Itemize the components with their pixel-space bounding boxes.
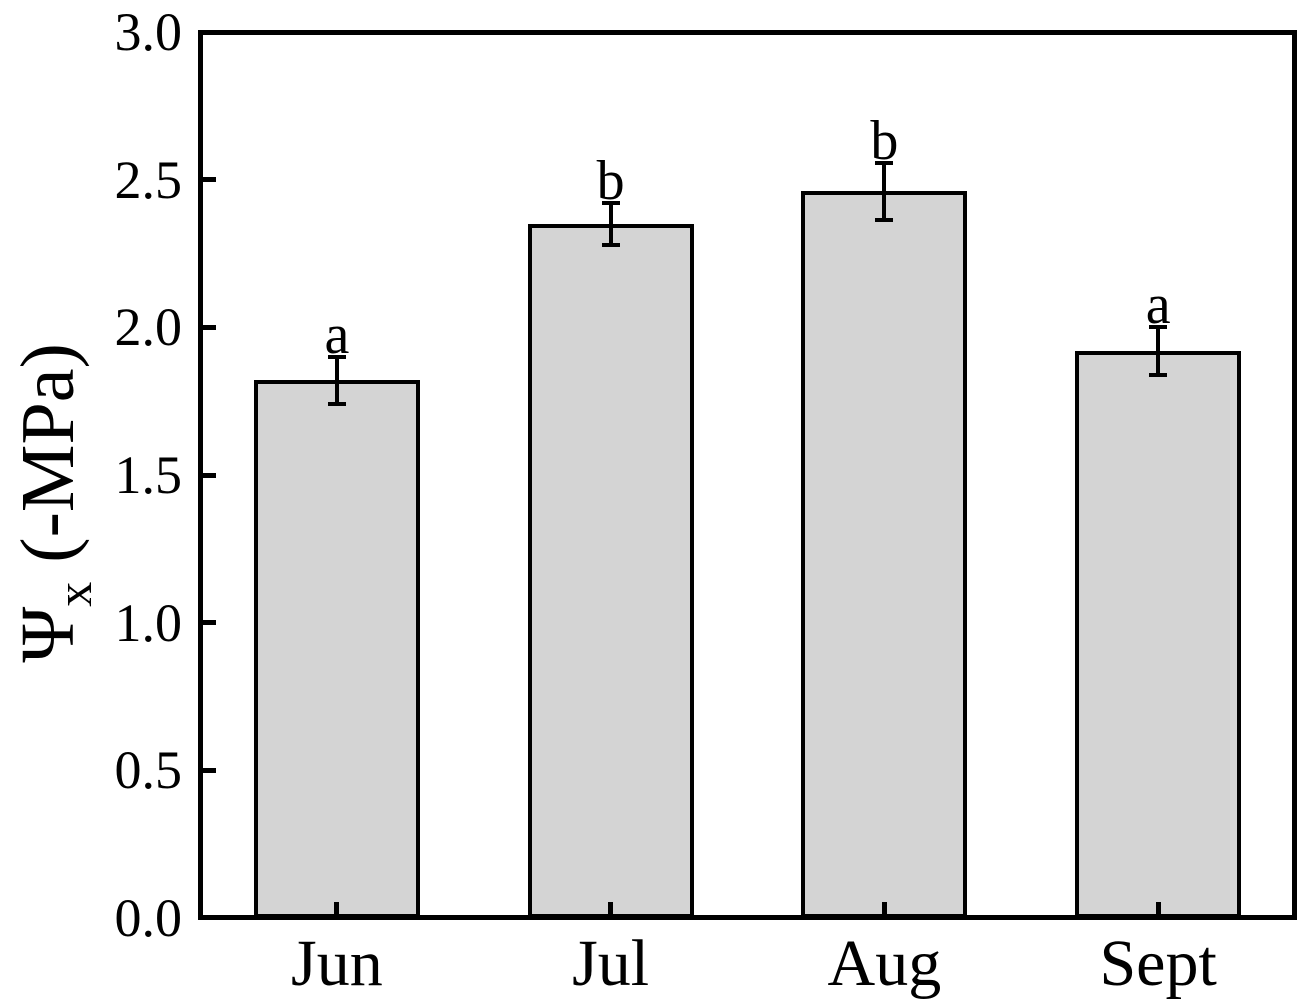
error-bar-cap-top bbox=[1149, 325, 1168, 330]
bar-jul bbox=[527, 223, 694, 918]
x-tick-label-jul: Jul bbox=[572, 927, 650, 1000]
significance-letter: b bbox=[870, 110, 899, 173]
y-tick-label: 0.5 bbox=[114, 740, 183, 801]
y-tick-label: 0.0 bbox=[114, 888, 183, 948]
y-tick-label: 1.5 bbox=[114, 445, 183, 505]
error-bar-cap-top bbox=[601, 201, 620, 206]
y-axis-tick bbox=[200, 177, 216, 183]
y-tick-label: 1.0 bbox=[114, 592, 183, 653]
error-bar-stem bbox=[334, 356, 339, 405]
y-axis-tick bbox=[200, 324, 216, 330]
y-axis-tick bbox=[200, 620, 216, 626]
error-bar-cap-bottom bbox=[1149, 372, 1168, 377]
y-tick-label: 3.0 bbox=[114, 2, 183, 62]
error-bar-stem bbox=[882, 163, 887, 220]
significance-letter: a bbox=[1145, 274, 1171, 337]
error-bar-stem bbox=[1156, 327, 1161, 375]
y-axis-tick bbox=[200, 767, 216, 773]
x-axis-tick bbox=[881, 902, 887, 918]
y-tick-label: 2.5 bbox=[114, 149, 183, 210]
x-tick-label-sept: Sept bbox=[1099, 927, 1217, 1000]
x-tick-label-aug: Aug bbox=[827, 927, 942, 1000]
bar-aug bbox=[801, 191, 968, 918]
bar-jun bbox=[253, 380, 420, 918]
error-bar-stem bbox=[608, 203, 613, 245]
error-bar-cap-bottom bbox=[327, 402, 346, 407]
significance-letter: a bbox=[324, 303, 350, 366]
error-bar-cap-bottom bbox=[875, 217, 894, 222]
x-axis-tick bbox=[1155, 902, 1161, 918]
y-axis-tick bbox=[200, 472, 216, 478]
error-bar-cap-bottom bbox=[601, 242, 620, 247]
error-bar-cap-top bbox=[875, 161, 894, 166]
error-bar-cap-top bbox=[327, 354, 346, 359]
significance-letter: b bbox=[596, 150, 625, 213]
x-axis-tick bbox=[608, 902, 614, 918]
x-tick-label-jun: Jun bbox=[291, 927, 383, 1000]
y-tick-label: 2.0 bbox=[114, 297, 183, 358]
x-axis-tick bbox=[334, 902, 340, 918]
bar-sept bbox=[1075, 350, 1242, 918]
